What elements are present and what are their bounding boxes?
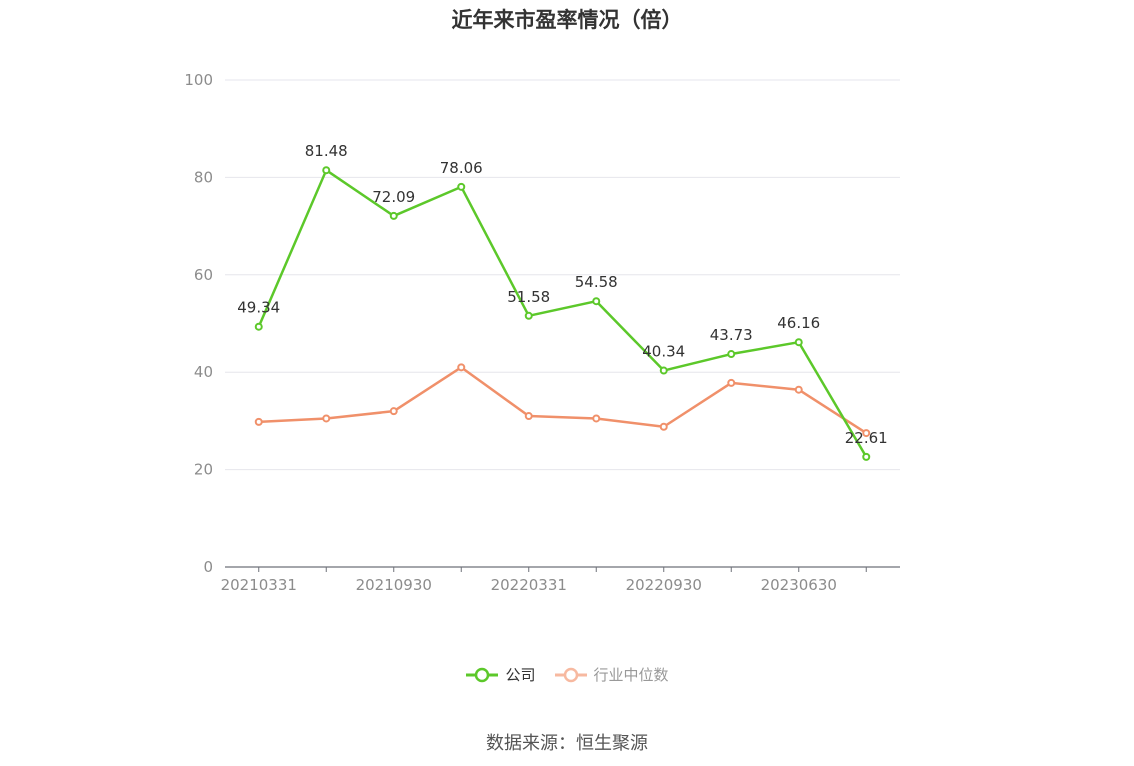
x-tick-label: 20220331 — [491, 576, 567, 594]
data-point-industry[interactable] — [659, 422, 668, 431]
x-axis: 20210331 20210930 20220331 20220930 20230630 — [221, 566, 900, 594]
data-source: 数据来源：恒生聚源 — [486, 733, 648, 754]
data-point-company[interactable] — [794, 338, 803, 347]
data-point-company[interactable] — [524, 311, 533, 320]
data-label: 46.16 — [777, 314, 820, 332]
data-label: 72.09 — [372, 188, 415, 206]
grid-lines — [225, 79, 900, 471]
data-point-company[interactable] — [727, 350, 736, 359]
legend-company-label: 公司 — [505, 666, 536, 684]
chart-title: 近年来市盈率情况（倍） — [451, 8, 683, 32]
legend-item-company[interactable]: 公司 — [465, 664, 536, 685]
data-label: 49.34 — [237, 299, 280, 317]
data-point-company[interactable] — [389, 211, 398, 220]
legend-item-industry[interactable]: 行业中位数 — [554, 664, 669, 685]
y-tick-label: 0 — [203, 558, 213, 576]
data-point-industry[interactable] — [727, 378, 736, 387]
y-tick-label: 60 — [194, 266, 213, 284]
data-label: 78.06 — [440, 159, 483, 177]
data-point-industry[interactable] — [389, 407, 398, 416]
data-point-company[interactable] — [254, 322, 263, 331]
data-point-industry[interactable] — [322, 414, 331, 423]
series-line-company — [257, 168, 868, 458]
data-point-industry[interactable] — [592, 414, 601, 423]
legend-industry-label: 行业中位数 — [593, 666, 669, 684]
data-point-company[interactable] — [322, 166, 331, 175]
x-tick-label: 20210930 — [356, 576, 432, 594]
y-axis: 0 20 40 60 80 100 — [184, 71, 213, 576]
data-label: 22.61 — [845, 429, 888, 447]
data-label: 51.58 — [507, 288, 550, 306]
data-label: 54.58 — [575, 273, 618, 291]
data-point-industry[interactable] — [254, 417, 263, 426]
series-group — [254, 166, 871, 461]
data-point-industry[interactable] — [794, 385, 803, 394]
legend-industry-line-icon — [554, 667, 587, 682]
x-tick-label: 20220930 — [626, 576, 702, 594]
data-label: 43.73 — [710, 326, 753, 344]
y-tick-label: 100 — [184, 71, 213, 89]
data-point-industry[interactable] — [862, 429, 871, 438]
data-labels: 49.34 81.48 72.09 78.06 51.58 54.58 40.34 43.73… — [237, 142, 887, 447]
x-tick-label: 20230630 — [761, 576, 837, 594]
data-point-industry[interactable] — [457, 363, 466, 372]
data-point-company[interactable] — [862, 452, 871, 461]
y-tick-label: 80 — [194, 168, 213, 186]
y-tick-label: 20 — [194, 461, 213, 479]
data-point-company[interactable] — [659, 366, 668, 375]
series-line-industry — [258, 366, 867, 435]
data-label: 81.48 — [305, 142, 348, 160]
data-point-company[interactable] — [592, 297, 601, 306]
data-point-industry[interactable] — [524, 412, 533, 421]
x-tick-label: 20210331 — [221, 576, 297, 594]
legend: 公司 行业中位数 — [0, 664, 1134, 685]
data-point-company[interactable] — [457, 182, 466, 191]
legend-company-line-icon — [466, 667, 499, 682]
y-tick-label: 40 — [194, 363, 213, 381]
data-label: 40.34 — [642, 343, 685, 361]
